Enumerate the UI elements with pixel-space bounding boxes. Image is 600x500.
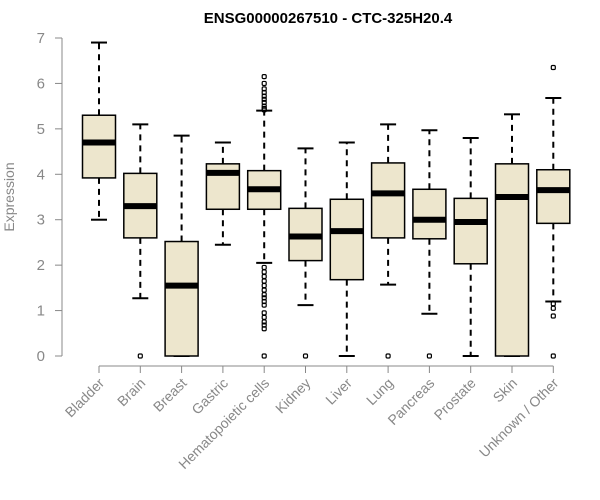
box-group-unknown-other [536, 64, 571, 359]
iqr-box [412, 188, 447, 240]
x-tick-label: Prostate [431, 375, 479, 423]
outlier-point [261, 282, 267, 289]
box-group-skin [494, 113, 530, 357]
outlier-point [261, 278, 267, 284]
iqr-box [81, 114, 117, 179]
outlier-point [261, 292, 267, 298]
outlier-point [550, 64, 556, 71]
box-group-lung [370, 123, 406, 359]
y-tick-label: 2 [37, 257, 45, 274]
y-axis-label: Expression [1, 162, 17, 231]
y-tick-label: 1 [37, 303, 45, 320]
outlier-point [550, 313, 556, 319]
box-group-liver [329, 141, 365, 357]
outlier-point [385, 353, 391, 359]
y-tick-label: 4 [37, 166, 45, 183]
outlier-point [261, 302, 267, 308]
iqr-box [164, 240, 199, 357]
box-group-pancreas [412, 129, 447, 359]
x-tick-label: Bladder [62, 375, 108, 421]
outlier-point [550, 301, 556, 307]
chart-title: ENSG00000267510 - CTC-325H20.4 [204, 10, 453, 27]
y-tick-label: 0 [37, 348, 45, 365]
outlier-point [261, 319, 267, 325]
outlier-point [261, 326, 267, 332]
x-tick-label: Brain [114, 375, 148, 409]
outlier-point [261, 287, 267, 293]
x-tick-label: Breast [150, 375, 190, 415]
y-tick-label: 7 [37, 30, 45, 47]
x-tick-label: Skin [490, 375, 521, 406]
outlier-point [137, 353, 143, 359]
iqr-box [536, 168, 571, 225]
iqr-box [494, 163, 530, 357]
box-group-gastric [205, 141, 241, 246]
y-tick-label: 5 [37, 121, 45, 138]
outlier-point [261, 353, 267, 359]
iqr-box [453, 197, 488, 265]
iqr-box [329, 198, 365, 281]
boxes-group [81, 41, 571, 359]
x-tick-label: Kidney [272, 375, 314, 417]
outlier-point [261, 107, 267, 113]
y-tick-label: 6 [37, 75, 45, 92]
outlier-point [261, 310, 267, 316]
outlier-point [261, 269, 267, 275]
x-tick-label: Liver [322, 375, 355, 408]
outlier-point [550, 305, 556, 311]
box-group-kidney [288, 147, 323, 359]
iqr-box [370, 162, 406, 239]
outlier-point [261, 314, 267, 320]
outlier-point [261, 273, 267, 280]
outlier-point [261, 93, 267, 99]
box-group-breast [164, 134, 199, 357]
outlier-point [261, 264, 267, 271]
outlier-point [261, 74, 267, 80]
x-tick-label: Lung [363, 375, 396, 408]
outlier-point [550, 353, 556, 359]
outlier-point [302, 353, 309, 359]
outlier-point [261, 80, 267, 87]
y-tick-label: 3 [37, 212, 45, 229]
box-group-brain [123, 123, 158, 359]
box-group-prostate [453, 136, 488, 357]
box-group-hematopoietic-cells [246, 74, 282, 359]
box-group-bladder [81, 41, 117, 221]
outlier-point [426, 353, 432, 359]
y-axis: 0 1 2 3 4 5 6 7 [37, 30, 63, 365]
outlier-point [261, 96, 267, 102]
